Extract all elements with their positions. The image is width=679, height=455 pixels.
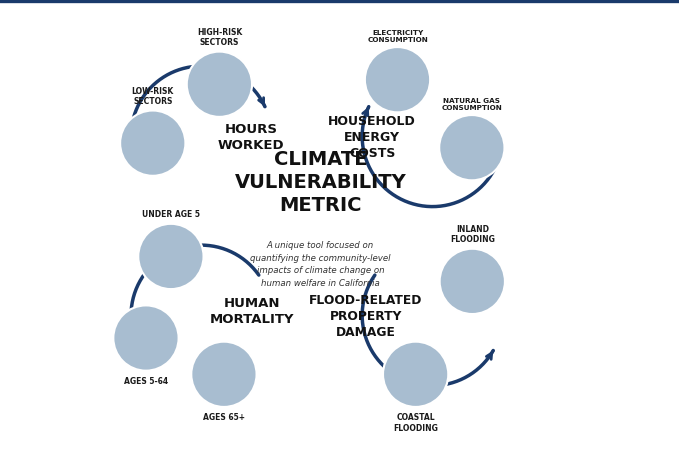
Text: CLIMATE
VULNERABILITY
METRIC: CLIMATE VULNERABILITY METRIC	[234, 150, 406, 214]
Circle shape	[113, 306, 179, 371]
Text: HUMAN
MORTALITY: HUMAN MORTALITY	[210, 297, 295, 326]
Circle shape	[120, 111, 185, 177]
Circle shape	[191, 342, 257, 407]
Circle shape	[383, 342, 448, 407]
Text: LOW-RISK
SECTORS: LOW-RISK SECTORS	[132, 86, 174, 106]
Text: FLOOD-RELATED
PROPERTY
DAMAGE: FLOOD-RELATED PROPERTY DAMAGE	[309, 293, 422, 338]
Circle shape	[440, 249, 505, 314]
Text: A unique tool focused on
quantifying the community-level
impacts of climate chan: A unique tool focused on quantifying the…	[251, 241, 390, 287]
Circle shape	[187, 52, 252, 117]
Text: HOUSEHOLD
ENERGY
COSTS: HOUSEHOLD ENERGY COSTS	[328, 115, 416, 160]
Text: NATURAL GAS
CONSUMPTION: NATURAL GAS CONSUMPTION	[441, 97, 502, 111]
Text: HIGH-RISK
SECTORS: HIGH-RISK SECTORS	[197, 28, 242, 47]
Text: ELECTRICITY
CONSUMPTION: ELECTRICITY CONSUMPTION	[367, 30, 428, 42]
Text: COASTAL
FLOODING: COASTAL FLOODING	[393, 413, 438, 432]
Circle shape	[439, 116, 504, 181]
Text: AGES 65+: AGES 65+	[203, 413, 245, 421]
Text: UNDER AGE 5: UNDER AGE 5	[142, 210, 200, 219]
Circle shape	[139, 224, 204, 289]
Text: HOURS
WORKED: HOURS WORKED	[218, 122, 285, 152]
Circle shape	[365, 48, 430, 113]
Text: AGES 5-64: AGES 5-64	[124, 376, 168, 385]
Text: INLAND
FLOODING: INLAND FLOODING	[450, 224, 495, 244]
